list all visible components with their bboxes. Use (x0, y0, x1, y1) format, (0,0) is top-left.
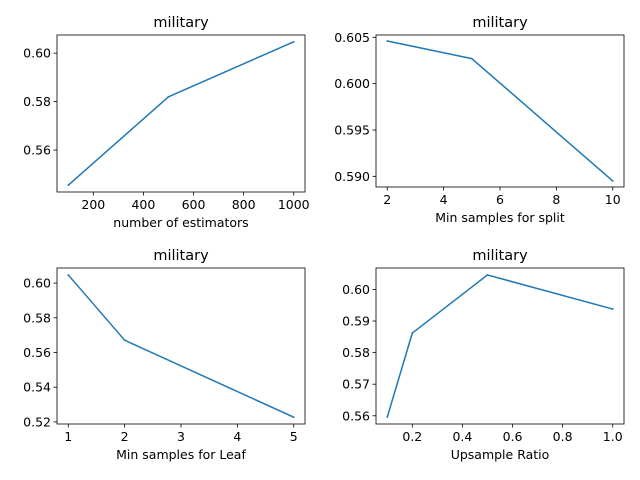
y-tick-label: 0.60 (23, 46, 51, 61)
subplot-3: military 1 2 3 4 5 0.52 0.54 0.56 0.58 0.60 Min sam… (23, 248, 306, 462)
x-tick-label: 2 (121, 429, 129, 444)
subplot-title: military (153, 15, 209, 31)
y-tick-label: 0.57 (342, 377, 370, 392)
y-tick-label: 0.605 (334, 30, 370, 45)
series-line (386, 274, 613, 418)
axes-frame (56, 267, 306, 425)
x-axis-label: number of estimators (113, 215, 248, 230)
data-point (67, 274, 70, 276)
y-tick-label: 0.56 (342, 408, 370, 423)
x-tick-label: 1 (64, 429, 72, 444)
x-tick-label: 4 (440, 192, 448, 207)
data-point (486, 274, 489, 276)
y-tick-label: 0.600 (334, 76, 370, 91)
data-point (470, 57, 473, 60)
data-point (611, 308, 614, 310)
x-tick-label: 1.0 (603, 429, 623, 444)
data-point (67, 184, 70, 187)
y-tick-label: 0.58 (23, 94, 51, 109)
x-tick-label: 1000 (278, 197, 310, 212)
x-tick-label: 0.2 (402, 429, 422, 444)
series-line (67, 274, 295, 418)
x-tick-label: 8 (552, 192, 560, 207)
series-line (67, 41, 295, 186)
subplot-1: military 200 400 600 800 1000 0.56 0.58 0.60 numb… (23, 15, 310, 230)
axes-frame (56, 34, 306, 193)
subplot-4: military 0.2 0.4 0.6 0.8 1.0 0.56 0.57 0.58 0.59 0… (342, 248, 625, 462)
y-tick-label: 0.52 (23, 414, 51, 429)
x-axis-label: Min samples for split (435, 210, 565, 225)
data-point (292, 40, 295, 43)
y-tick-label: 0.595 (334, 123, 370, 138)
x-tick-label: 3 (177, 429, 185, 444)
y-tick-label: 0.56 (23, 143, 51, 158)
axes-frame (375, 34, 625, 188)
x-tick-label: 600 (182, 197, 206, 212)
x-tick-label: 2 (383, 192, 391, 207)
x-tick-label: 5 (290, 429, 298, 444)
y-tick-label: 0.56 (23, 345, 51, 360)
y-tick-label: 0.58 (342, 345, 370, 360)
x-tick-label: 400 (131, 197, 155, 212)
x-axis-label: Upsample Ratio (451, 447, 550, 462)
y-tick-label: 0.59 (342, 314, 370, 329)
subplot-2: military 2 4 6 8 10 0.590 0.595 0.600 0.605 Min sa… (334, 15, 625, 225)
x-tick-label: 6 (496, 192, 504, 207)
data-point (386, 416, 389, 418)
data-point (292, 416, 295, 419)
x-tick-label: 10 (605, 192, 621, 207)
subplot-title: military (153, 248, 209, 264)
x-tick-label: 0.6 (503, 429, 523, 444)
y-tick-label: 0.590 (334, 169, 370, 184)
series-line (387, 40, 614, 182)
data-point (167, 95, 170, 98)
data-point (411, 332, 414, 334)
y-tick-label: 0.58 (23, 310, 51, 325)
subplot-title: military (472, 248, 528, 264)
axes-frame (375, 267, 625, 425)
data-point (611, 180, 614, 182)
y-tick-label: 0.60 (23, 276, 51, 291)
x-tick-label: 800 (232, 197, 256, 212)
x-tick-label: 0.8 (553, 429, 573, 444)
data-point (123, 339, 126, 342)
x-tick-label: 4 (233, 429, 241, 444)
y-tick-label: 0.60 (342, 282, 370, 297)
y-tick-label: 0.54 (23, 380, 51, 395)
x-tick-label: 0.4 (452, 429, 472, 444)
x-axis-label: Min samples for Leaf (116, 447, 246, 462)
x-tick-label: 200 (81, 197, 105, 212)
data-point (386, 40, 389, 42)
subplot-title: military (472, 15, 528, 31)
